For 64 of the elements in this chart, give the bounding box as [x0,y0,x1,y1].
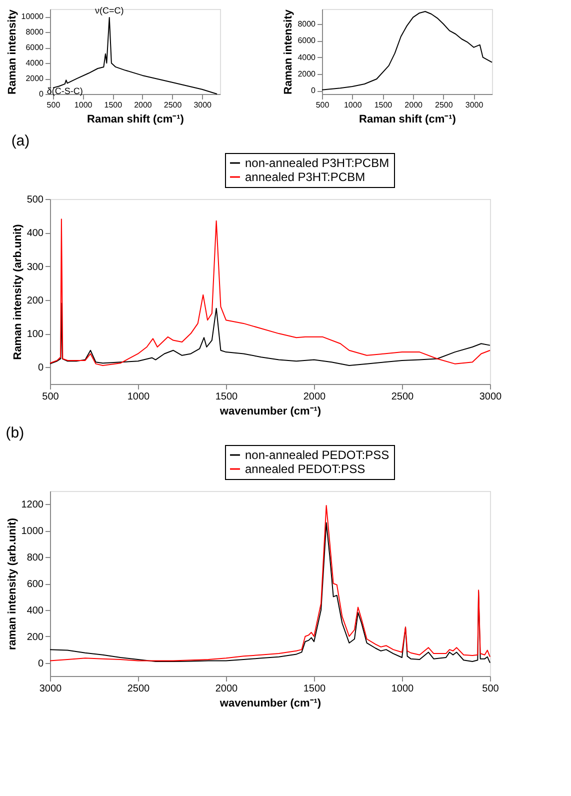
line-series [322,11,492,90]
y-tick-label: 0 [311,86,316,96]
x-tick-label: 3000 [194,100,212,110]
x-axis-title: wavenumber (cm⁻¹) [218,698,322,710]
x-tick-label: 1000 [74,100,93,110]
y-tick-label: 0 [38,658,44,670]
x-tick-label: 500 [482,684,500,694]
x-tick-label: 1000 [127,392,150,402]
x-tick-label: 2000 [215,684,238,694]
y-tick-label: 2000 [26,74,44,84]
x-tick-label: 500 [316,100,330,110]
y-tick-label: 100 [26,329,44,340]
x-tick-label: 1500 [303,684,326,694]
y-tick-label: 200 [26,295,44,306]
x-tick-label: 2500 [127,684,150,694]
annotation: δ(C-S-C) [46,86,83,96]
x-tick-label: 1500 [374,100,393,110]
y-tick-label: 0 [39,90,44,98]
x-tick-label: 500 [46,100,61,110]
y-tick-label: 500 [26,194,44,206]
y-tick-label: 400 [26,228,44,240]
y-tick-label: 8000 [26,28,44,37]
x-axis-title: Raman shift (cm⁻¹) [87,114,184,126]
x-tick-label: 1000 [344,100,362,110]
annotation: ν(C=C) [94,6,124,16]
y-axis-title: Raman intensity [6,8,18,94]
legend-label: non-annealed P3HT:PCBM [245,156,390,170]
y-axis-title: raman intensity (arb.unit) [6,518,18,650]
chart-title: (a) [11,132,30,150]
legend-label: non-annealed PEDOT:PSS [245,448,390,462]
y-tick-label: 0 [38,362,44,374]
x-tick-label: 3000 [479,392,502,402]
x-tick-label: 2000 [134,100,152,110]
x-tick-label: 1500 [215,392,238,402]
y-tick-label: 10000 [21,12,44,22]
y-tick-label: 4000 [26,58,44,68]
chart-title: (b) [6,424,24,442]
x-tick-label: 2000 [404,100,424,110]
y-tick-label: 1000 [21,526,44,538]
legend-label: annealed PEDOT:PSS [245,462,366,476]
x-tick-label: 2500 [435,100,454,110]
y-axis-title: Raman intensity (arb.unit) [12,224,24,360]
y-tick-label: 800 [26,552,44,564]
x-tick-label: 1000 [391,684,414,694]
y-tick-label: 6000 [26,43,44,52]
y-tick-label: 400 [26,605,44,616]
y-tick-label: 200 [26,632,44,643]
legend-label: annealed P3HT:PCBM [245,170,366,184]
x-axis-title: wavenumber (cm⁻¹) [218,406,322,418]
y-tick-label: 4000 [298,52,316,62]
x-axis-title: Raman shift (cm⁻¹) [359,114,456,126]
x-tick-label: 3000 [465,100,484,110]
y-axis-title: Raman intensity [282,8,295,94]
x-tick-label: 1500 [104,100,123,110]
y-tick-label: 600 [26,579,44,590]
y-tick-label: 8000 [298,20,316,28]
y-tick-label: 6000 [298,36,316,46]
y-tick-label: 2000 [298,70,316,78]
x-tick-label: 2500 [164,100,182,110]
x-tick-label: 2500 [391,392,414,402]
x-tick-label: 3000 [39,684,62,694]
y-tick-label: 300 [26,262,44,273]
line-series [50,218,490,366]
y-tick-label: 1200 [21,500,44,511]
